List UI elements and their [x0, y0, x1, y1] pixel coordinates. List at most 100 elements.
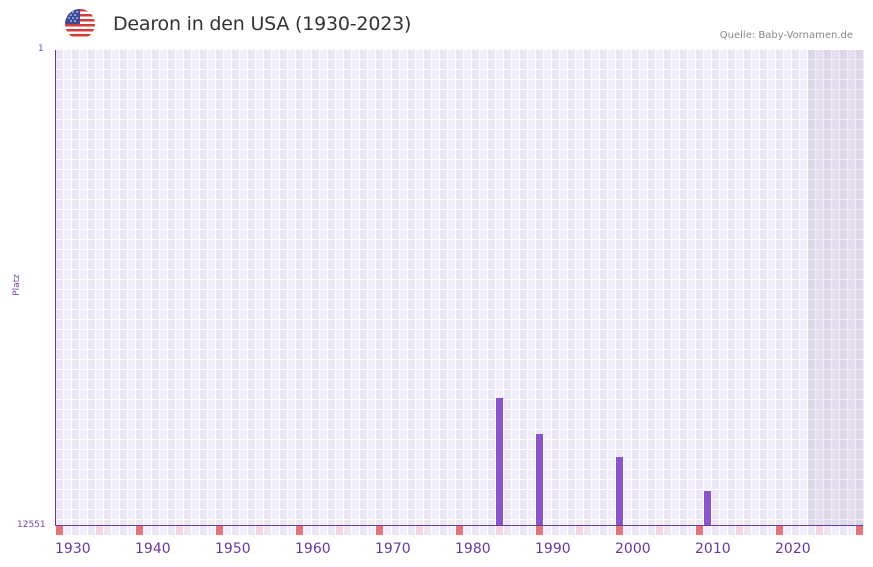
- year-cell: [64, 526, 71, 535]
- grid-column: [144, 50, 151, 529]
- grid-column: [616, 50, 623, 529]
- grid-column: [816, 50, 823, 529]
- decade-marker: [376, 526, 383, 535]
- half-decade-marker: [576, 526, 583, 535]
- year-cell: [432, 526, 439, 535]
- grid-column: [680, 50, 687, 529]
- grid-column: [624, 50, 631, 529]
- year-cell: [264, 526, 271, 535]
- grid-column: [824, 50, 831, 529]
- grid-column: [688, 50, 695, 529]
- grid-column: [712, 50, 719, 529]
- decade-marker: [456, 526, 463, 535]
- x-tick-2010: 2010: [695, 541, 731, 557]
- year-cell: [592, 526, 599, 535]
- bar-1985[interactable]: [496, 398, 503, 525]
- y-axis-top-label: 1: [38, 44, 44, 54]
- half-decade-marker: [336, 526, 343, 535]
- grid-column: [856, 50, 863, 529]
- year-cell: [832, 526, 839, 535]
- grid-column: [184, 50, 191, 529]
- grid-column: [368, 50, 375, 529]
- grid-column: [312, 50, 319, 529]
- decade-marker: [776, 526, 783, 535]
- year-cell: [544, 526, 551, 535]
- year-cell: [800, 526, 807, 535]
- grid-column: [488, 50, 495, 529]
- x-tick-1960: 1960: [295, 541, 331, 557]
- half-decade-marker: [416, 526, 423, 535]
- year-cell: [512, 526, 519, 535]
- year-cell: [472, 526, 479, 535]
- year-cell: [392, 526, 399, 535]
- year-cell: [400, 526, 407, 535]
- year-cell: [160, 526, 167, 535]
- year-cell: [200, 526, 207, 535]
- y-axis-title: Platz: [12, 274, 22, 296]
- future-years-shade: [808, 50, 864, 525]
- grid-column: [152, 50, 159, 529]
- decade-marker: [136, 526, 143, 535]
- grid-column: [408, 50, 415, 529]
- bar-2011[interactable]: [704, 491, 711, 525]
- grid-column: [448, 50, 455, 529]
- year-cell: [680, 526, 687, 535]
- grid-column: [248, 50, 255, 529]
- year-cell: [712, 526, 719, 535]
- bar-1990[interactable]: [536, 434, 543, 525]
- year-cell: [120, 526, 127, 535]
- year-cell: [768, 526, 775, 535]
- grid-column: [784, 50, 791, 529]
- grid-column: [416, 50, 423, 529]
- grid-column: [480, 50, 487, 529]
- x-tick-2020: 2020: [775, 541, 811, 557]
- usa-flag-icon: [65, 9, 95, 39]
- x-tick-1930: 1930: [55, 541, 91, 557]
- grid-column: [344, 50, 351, 529]
- year-cell: [640, 526, 647, 535]
- grid-column: [608, 50, 615, 529]
- year-cell: [672, 526, 679, 535]
- grid-column: [360, 50, 367, 529]
- grid-column: [432, 50, 439, 529]
- grid-column: [264, 50, 271, 529]
- grid-column: [848, 50, 855, 529]
- grid-column: [464, 50, 471, 529]
- year-cell: [248, 526, 255, 535]
- grid-column: [328, 50, 335, 529]
- year-cell: [704, 526, 711, 535]
- grid-column: [192, 50, 199, 529]
- year-cell: [360, 526, 367, 535]
- year-cell: [232, 526, 239, 535]
- decade-marker: [56, 526, 63, 535]
- year-cell: [320, 526, 327, 535]
- grid-column: [56, 50, 63, 529]
- grid-column: [112, 50, 119, 529]
- year-cell: [344, 526, 351, 535]
- year-cell: [224, 526, 231, 535]
- chart-title: Dearon in den USA (1930-2023): [113, 13, 412, 35]
- grid-column: [552, 50, 559, 529]
- year-cell: [664, 526, 671, 535]
- year-cell: [600, 526, 607, 535]
- year-cell: [280, 526, 287, 535]
- bar-2000[interactable]: [616, 456, 623, 525]
- y-axis-line: [55, 50, 56, 526]
- x-tick-1950: 1950: [215, 541, 251, 557]
- decade-marker: [696, 526, 703, 535]
- year-cell: [648, 526, 655, 535]
- x-tick-1970: 1970: [375, 541, 411, 557]
- grid-column: [568, 50, 575, 529]
- grid-column: [800, 50, 807, 529]
- grid-column: [472, 50, 479, 529]
- grid-column: [176, 50, 183, 529]
- year-cell: [784, 526, 791, 535]
- year-cell: [608, 526, 615, 535]
- grid-column: [560, 50, 567, 529]
- grid-column: [320, 50, 327, 529]
- half-decade-marker: [256, 526, 263, 535]
- year-cell: [792, 526, 799, 535]
- year-cell: [728, 526, 735, 535]
- grid-column: [768, 50, 775, 529]
- year-cell: [184, 526, 191, 535]
